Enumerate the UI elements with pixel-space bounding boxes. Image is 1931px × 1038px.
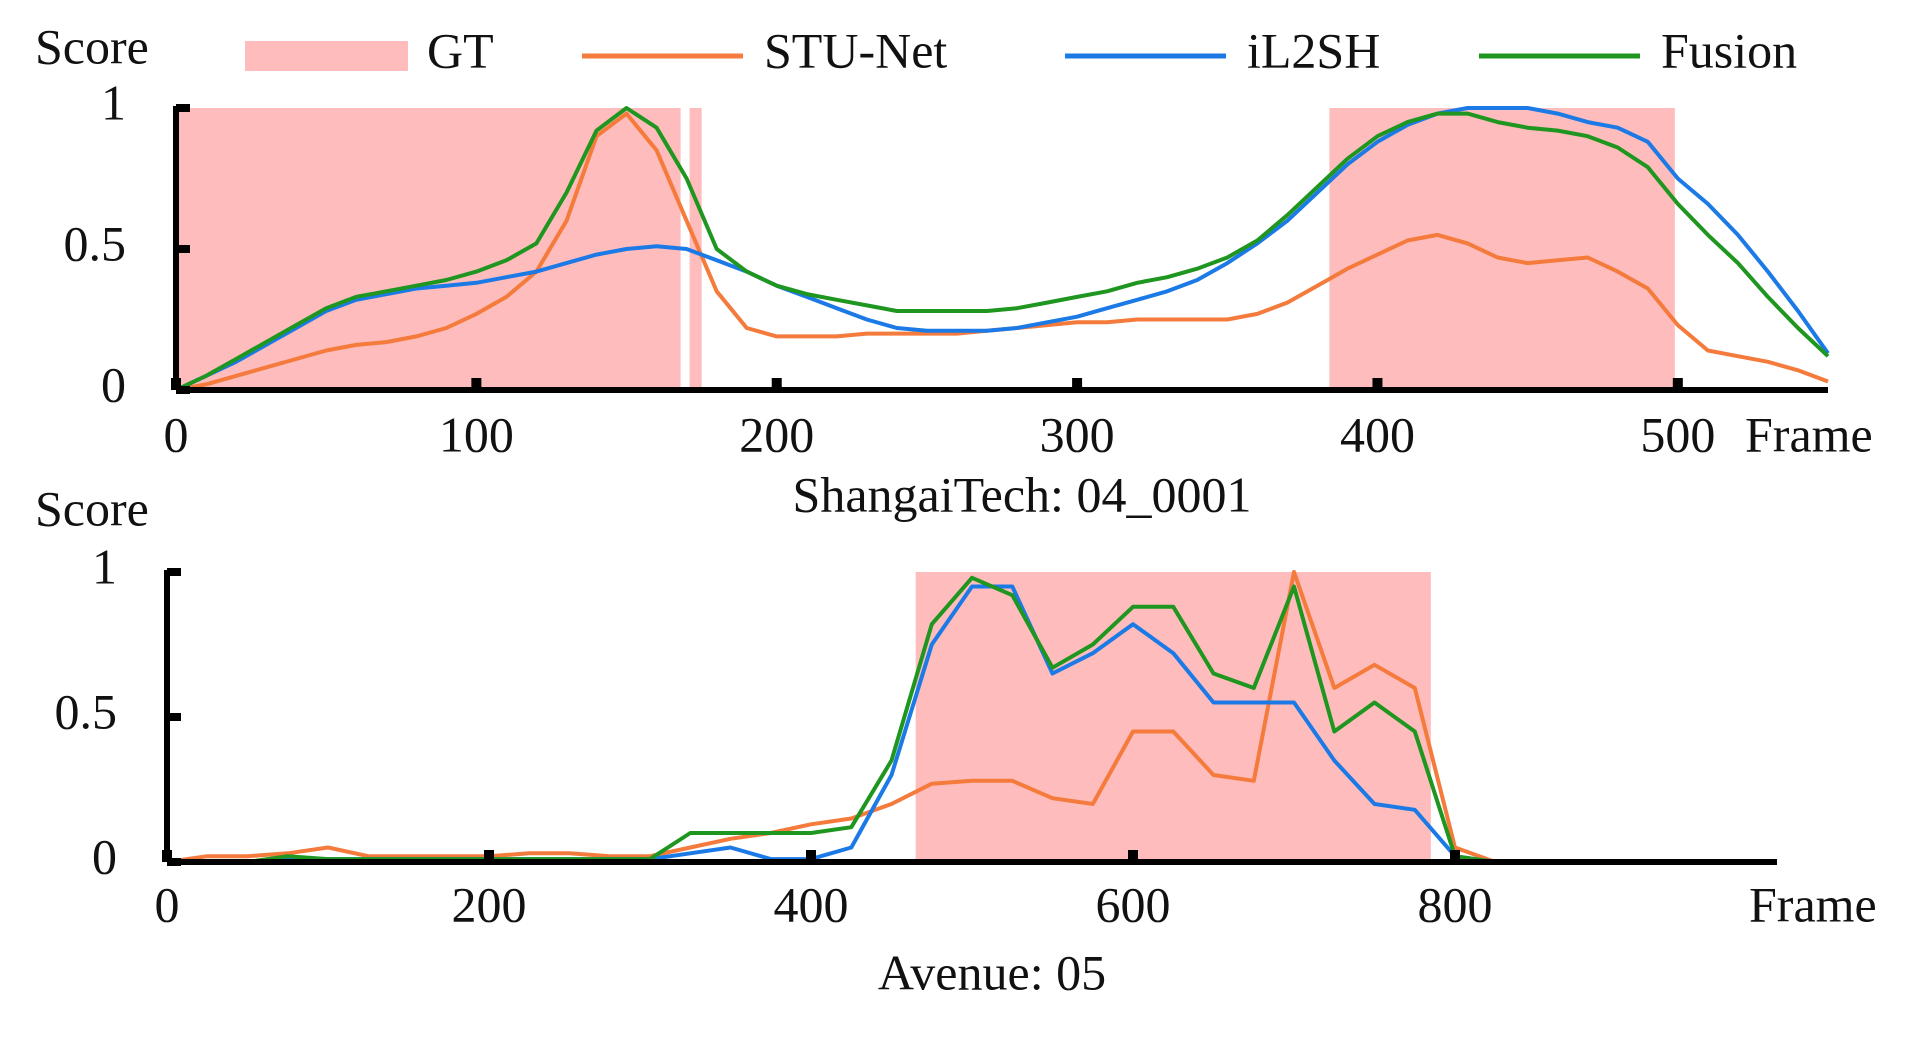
- x-tick-label: 200: [739, 406, 814, 462]
- gt-region: [915, 572, 1431, 862]
- x-tick-label: 200: [452, 876, 527, 932]
- y-axis-label: Score: [35, 18, 149, 74]
- legend-label: Fusion: [1661, 22, 1797, 78]
- x-tick-label: 400: [774, 876, 849, 932]
- legend-swatch: [245, 41, 408, 71]
- series-line: [175, 106, 1830, 392]
- subtitle: Avenue: 05: [878, 944, 1106, 1000]
- gt-region: [689, 108, 702, 390]
- subtitle: ShangaiTech: 04_0001: [793, 466, 1252, 522]
- x-tick-label: 500: [1640, 406, 1715, 462]
- y-tick-label: 0: [92, 828, 117, 884]
- y-tick-label: 0.5: [55, 683, 118, 739]
- x-tick-label: 100: [439, 406, 514, 462]
- x-axis-label: Frame: [1749, 876, 1877, 932]
- y-tick-label: 1: [101, 74, 126, 130]
- series-line: [175, 106, 1830, 392]
- x-axis-label: Frame: [1745, 406, 1873, 462]
- x-tick-label: 0: [155, 876, 180, 932]
- y-tick-label: 0.5: [64, 215, 127, 271]
- y-tick-label: 0: [101, 356, 126, 412]
- legend-label: iL2SH: [1247, 22, 1380, 78]
- x-tick-label: 0: [164, 406, 189, 462]
- x-tick-label: 400: [1340, 406, 1415, 462]
- x-tick-label: 600: [1096, 876, 1171, 932]
- legend-label: GT: [427, 22, 494, 78]
- x-tick-label: 300: [1040, 406, 1115, 462]
- x-tick-label: 800: [1418, 876, 1493, 932]
- gt-region: [176, 108, 681, 390]
- y-axis-label: Score: [35, 480, 149, 536]
- y-tick-label: 1: [92, 538, 117, 594]
- legend-label: STU-Net: [764, 22, 947, 78]
